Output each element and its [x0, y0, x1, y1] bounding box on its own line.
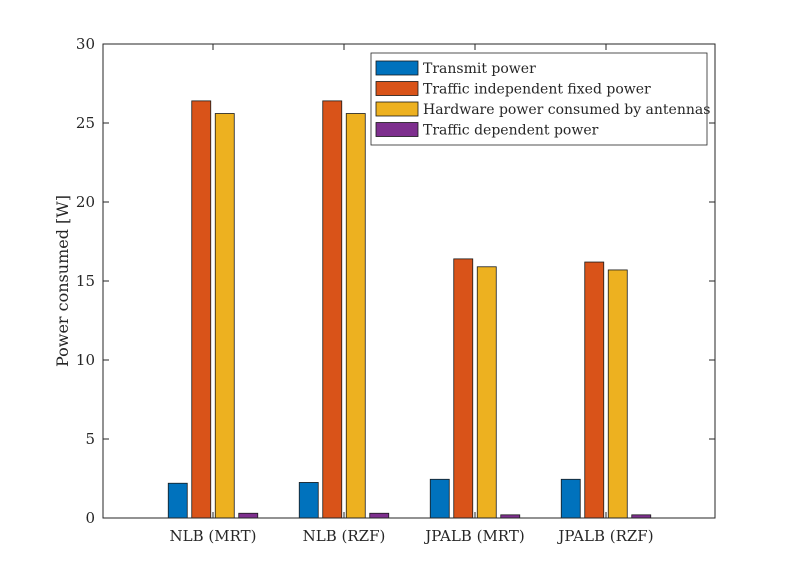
- bar-1-nlb-rzf: [298, 482, 319, 519]
- y-tick-label: 30: [76, 35, 95, 53]
- y-tick-label: 25: [76, 114, 95, 132]
- bar-2-nlb-rzf: [322, 100, 343, 519]
- y-tick-label: 5: [85, 430, 95, 448]
- legend-swatch: [375, 122, 419, 137]
- legend-label: Transmit power: [423, 61, 536, 77]
- bar-2-jpalb-rzf: [584, 261, 605, 519]
- legend: Transmit power Traffic independent fixed …: [370, 52, 710, 146]
- bar-2-nlb-mrt: [191, 100, 212, 519]
- y-tick-label: 20: [76, 193, 95, 211]
- legend-swatch: [375, 81, 419, 96]
- y-axis-label: Power consumed [W]: [53, 195, 72, 367]
- legend-swatch: [375, 101, 419, 117]
- bar-2-jpalb-mrt: [453, 258, 474, 519]
- legend-label: Traffic independent fixed power: [423, 82, 651, 98]
- x-tick-label: NLB (MRT): [170, 527, 257, 545]
- y-tick-label: 15: [76, 272, 95, 290]
- legend-swatch: [375, 60, 419, 76]
- x-tick-label: NLB (RZF): [303, 527, 386, 545]
- x-tick-label: JPALB (MRT): [423, 527, 524, 545]
- bar-3-nlb-rzf: [345, 113, 366, 519]
- y-tick-label: 0: [85, 509, 95, 527]
- ticks-layer: 0 5 10 15 20 25 30 NLB (MRT) NLB (RZF) JPALB (MRT…: [76, 35, 715, 545]
- y-tick-label: 10: [76, 351, 95, 369]
- bar-3-nlb-mrt: [214, 113, 235, 519]
- bar-3-jpalb-mrt: [476, 266, 497, 519]
- bars-layer: [167, 100, 652, 519]
- bar-4-nlb-rzf: [369, 512, 390, 519]
- bar-1-nlb-mrt: [167, 482, 188, 519]
- legend-label: Traffic dependent power: [423, 123, 599, 139]
- bar-1-jpalb-mrt: [429, 478, 450, 519]
- bar-1-jpalb-rzf: [560, 478, 581, 519]
- legend-label: Hardware power consumed by antennas: [423, 102, 710, 118]
- bar-3-jpalb-rzf: [607, 269, 628, 519]
- legend-box: [370, 52, 708, 146]
- x-tick-label: JPALB (RZF): [556, 527, 653, 545]
- bar-4-nlb-mrt: [238, 512, 259, 519]
